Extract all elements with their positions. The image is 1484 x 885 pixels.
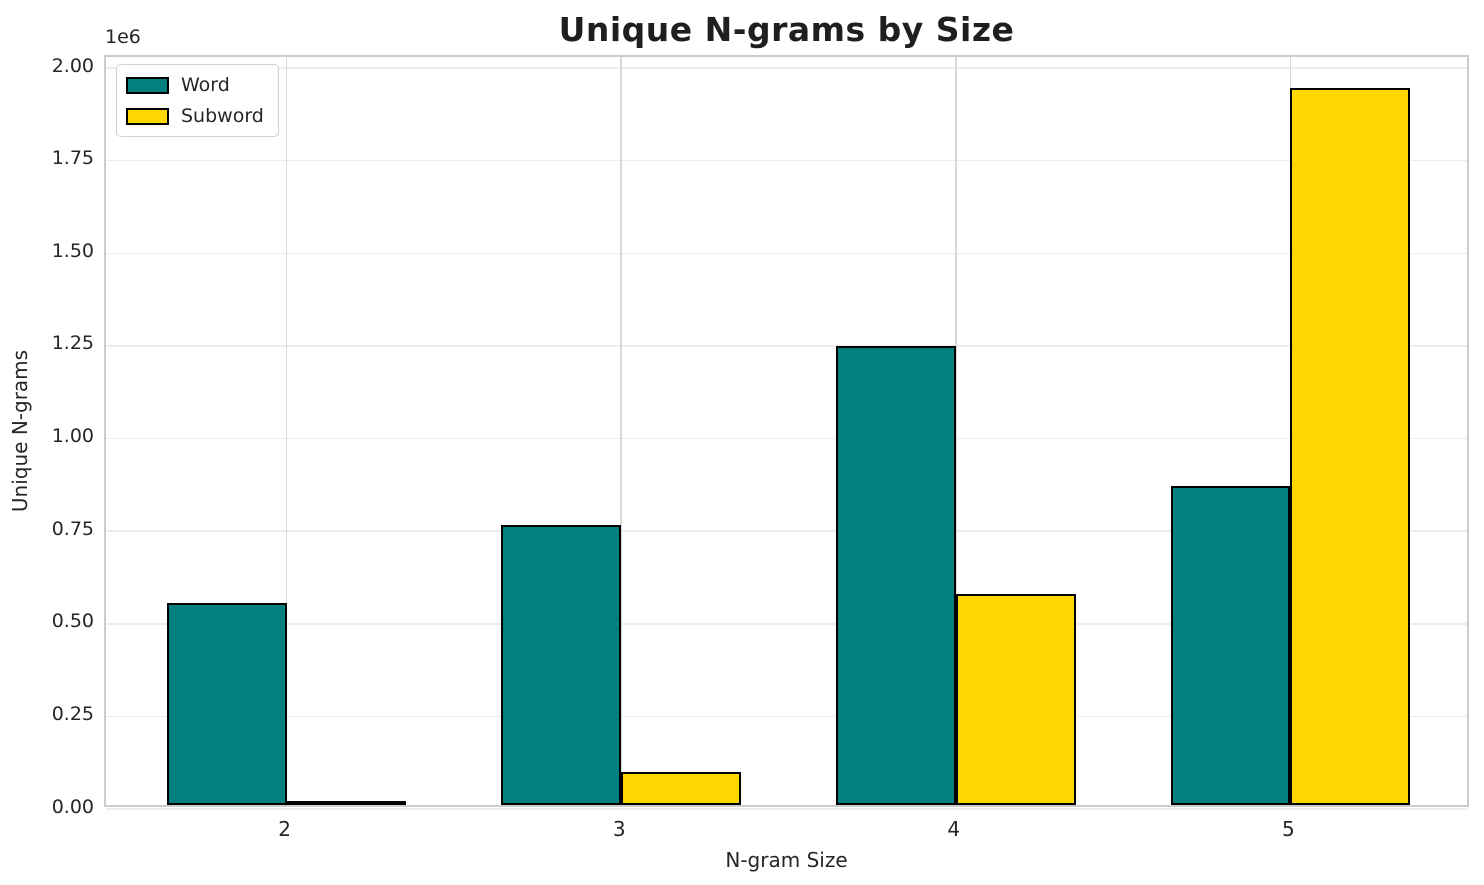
y-tick-label-0.25: 0.25: [51, 702, 94, 725]
bar-subword-5: [1290, 88, 1411, 805]
chart-title: Unique N-grams by Size: [558, 10, 1015, 49]
x-tick-label-2: 2: [278, 817, 292, 841]
bar-word-4: [836, 345, 956, 805]
y-tick-label-0.00: 0.00: [51, 795, 94, 818]
y-tick-label-1.25: 1.25: [51, 332, 94, 355]
x-axis-label: N-gram Size: [725, 848, 848, 872]
x-tick-label-4: 4: [947, 817, 961, 841]
v-gridline-4: [955, 57, 957, 805]
legend-swatch-word: [126, 76, 169, 94]
y-tick-label-0.75: 0.75: [51, 517, 94, 540]
h-gridline-0.00: [106, 808, 1467, 810]
y-tick-label-1.50: 1.50: [51, 239, 94, 262]
legend-label-word: Word: [181, 74, 230, 96]
h-gridline-0.75: [106, 530, 1467, 532]
h-gridline-1.25: [106, 345, 1467, 347]
bar-word-5: [1170, 486, 1291, 805]
legend-item-subword: Subword: [126, 105, 264, 127]
v-gridline-3: [620, 57, 622, 805]
legend-item-word: Word: [126, 74, 264, 96]
h-gridline-2.00: [106, 67, 1467, 69]
h-gridline-1.50: [106, 252, 1467, 255]
h-gridline-0.50: [106, 623, 1467, 625]
h-gridline-1.75: [106, 159, 1467, 162]
x-tick-label-5: 5: [1281, 817, 1295, 841]
legend-label-subword: Subword: [181, 105, 264, 127]
legend-swatch-subword: [126, 107, 169, 125]
y-tick-label-1.75: 1.75: [51, 147, 94, 170]
plot-area: Word Subword: [104, 55, 1469, 810]
bar-word-2: [166, 603, 287, 805]
bar-subword-4: [955, 593, 1076, 805]
h-gridline-0.25: [106, 715, 1467, 718]
y-tick-label-0.50: 0.50: [51, 610, 94, 633]
y-axis-label: Unique N-grams: [8, 349, 32, 513]
bar-subword-3: [621, 771, 741, 805]
h-gridline-1.00: [106, 437, 1467, 440]
legend: Word Subword: [116, 64, 279, 137]
bar-word-3: [501, 525, 622, 805]
x-tick-label-3: 3: [612, 817, 626, 841]
y-tick-label-1.00: 1.00: [51, 425, 94, 448]
y-axis-offset-text: 1e6: [105, 26, 141, 48]
y-tick-label-2.00: 2.00: [51, 54, 94, 77]
v-gridline-2: [285, 57, 288, 805]
bar-subword-2: [286, 801, 407, 805]
legend-entries: Word Subword: [126, 74, 264, 127]
